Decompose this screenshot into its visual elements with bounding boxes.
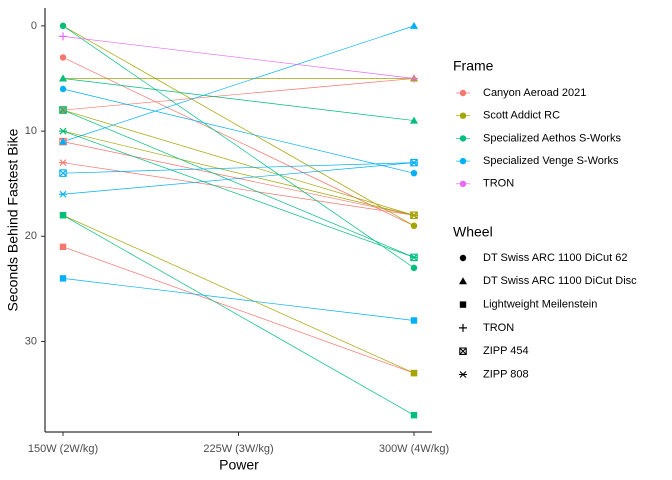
legend-swatch bbox=[459, 135, 467, 142]
point bbox=[59, 190, 68, 198]
legend-label: TRON bbox=[483, 322, 514, 334]
legend-title: Frame bbox=[453, 58, 494, 74]
x-tick-label: 300W (4W/kg) bbox=[379, 443, 449, 455]
slope-line bbox=[62, 109, 415, 216]
slope-line bbox=[62, 214, 415, 416]
point bbox=[59, 127, 68, 135]
legend-label: Lightweight Meilenstein bbox=[483, 299, 597, 311]
point bbox=[59, 22, 67, 30]
slope-line bbox=[62, 57, 415, 227]
slope-line bbox=[62, 130, 415, 216]
legend-label: TRON bbox=[483, 178, 514, 190]
point bbox=[59, 85, 67, 93]
legend-label: ZIPP 454 bbox=[483, 345, 529, 357]
legend-swatch bbox=[459, 347, 467, 355]
point bbox=[409, 211, 418, 219]
point bbox=[59, 169, 67, 177]
legend-swatch bbox=[459, 112, 467, 119]
point bbox=[410, 222, 418, 229]
x-tick-label: 225W (3W/kg) bbox=[203, 443, 273, 455]
slope-line bbox=[62, 25, 415, 142]
point bbox=[410, 369, 418, 377]
y-tick-label: 10 bbox=[25, 125, 37, 137]
legend-label: Canyon Aeroad 2021 bbox=[483, 87, 586, 99]
slope-line bbox=[62, 162, 415, 195]
legend-swatch bbox=[459, 323, 467, 332]
x-tick-label: 150W (2W/kg) bbox=[28, 443, 98, 455]
legend-label: DT Swiss ARC 1100 DiCut Disc bbox=[483, 275, 637, 287]
x-axis-label: Power bbox=[219, 457, 259, 473]
point bbox=[409, 116, 418, 124]
point bbox=[59, 74, 68, 82]
point bbox=[59, 159, 68, 167]
y-tick-label: 20 bbox=[25, 230, 37, 242]
legend-label: Specialized Venge S-Works bbox=[483, 155, 619, 167]
slope-line bbox=[62, 78, 415, 111]
slope-line bbox=[62, 25, 415, 227]
point bbox=[410, 411, 418, 419]
legend-label: DT Swiss ARC 1100 DiCut 62 bbox=[483, 252, 627, 264]
point bbox=[410, 264, 418, 272]
slope-line bbox=[62, 214, 415, 374]
point bbox=[409, 74, 418, 83]
slope-line bbox=[62, 88, 415, 174]
legend-swatch bbox=[459, 89, 467, 97]
point bbox=[409, 253, 418, 261]
legend-swatch bbox=[459, 254, 467, 262]
legend-swatch bbox=[459, 301, 467, 308]
point bbox=[410, 169, 418, 177]
point bbox=[409, 21, 418, 29]
legend-swatch bbox=[459, 180, 467, 187]
legend-label: Specialized Aethos S-Works bbox=[483, 132, 621, 144]
slope-line bbox=[63, 162, 414, 174]
legend-title: Wheel bbox=[453, 224, 493, 240]
point bbox=[59, 32, 68, 41]
point bbox=[59, 243, 67, 251]
slope-line bbox=[62, 130, 415, 258]
slope-line bbox=[62, 36, 415, 79]
y-axis-label: Seconds Behind Fastest Bike bbox=[5, 128, 21, 311]
slope-line bbox=[62, 78, 415, 121]
point bbox=[410, 317, 418, 324]
point bbox=[59, 54, 67, 61]
legend-swatch bbox=[459, 371, 467, 378]
legend-label: ZIPP 808 bbox=[483, 368, 529, 380]
legend-label: Scott Addict RC bbox=[483, 110, 560, 122]
legend-swatch bbox=[459, 157, 467, 165]
slope-line bbox=[62, 246, 415, 374]
slope-line bbox=[62, 162, 415, 216]
slope-line bbox=[62, 109, 415, 258]
y-tick-label: 0 bbox=[31, 20, 37, 32]
slope-line bbox=[62, 278, 415, 321]
point bbox=[59, 275, 67, 282]
y-tick-label: 30 bbox=[25, 335, 37, 347]
point bbox=[59, 212, 67, 219]
point bbox=[59, 106, 67, 114]
legend-swatch bbox=[459, 277, 467, 285]
point bbox=[59, 137, 68, 145]
slope-line bbox=[62, 25, 415, 269]
point bbox=[409, 159, 418, 167]
